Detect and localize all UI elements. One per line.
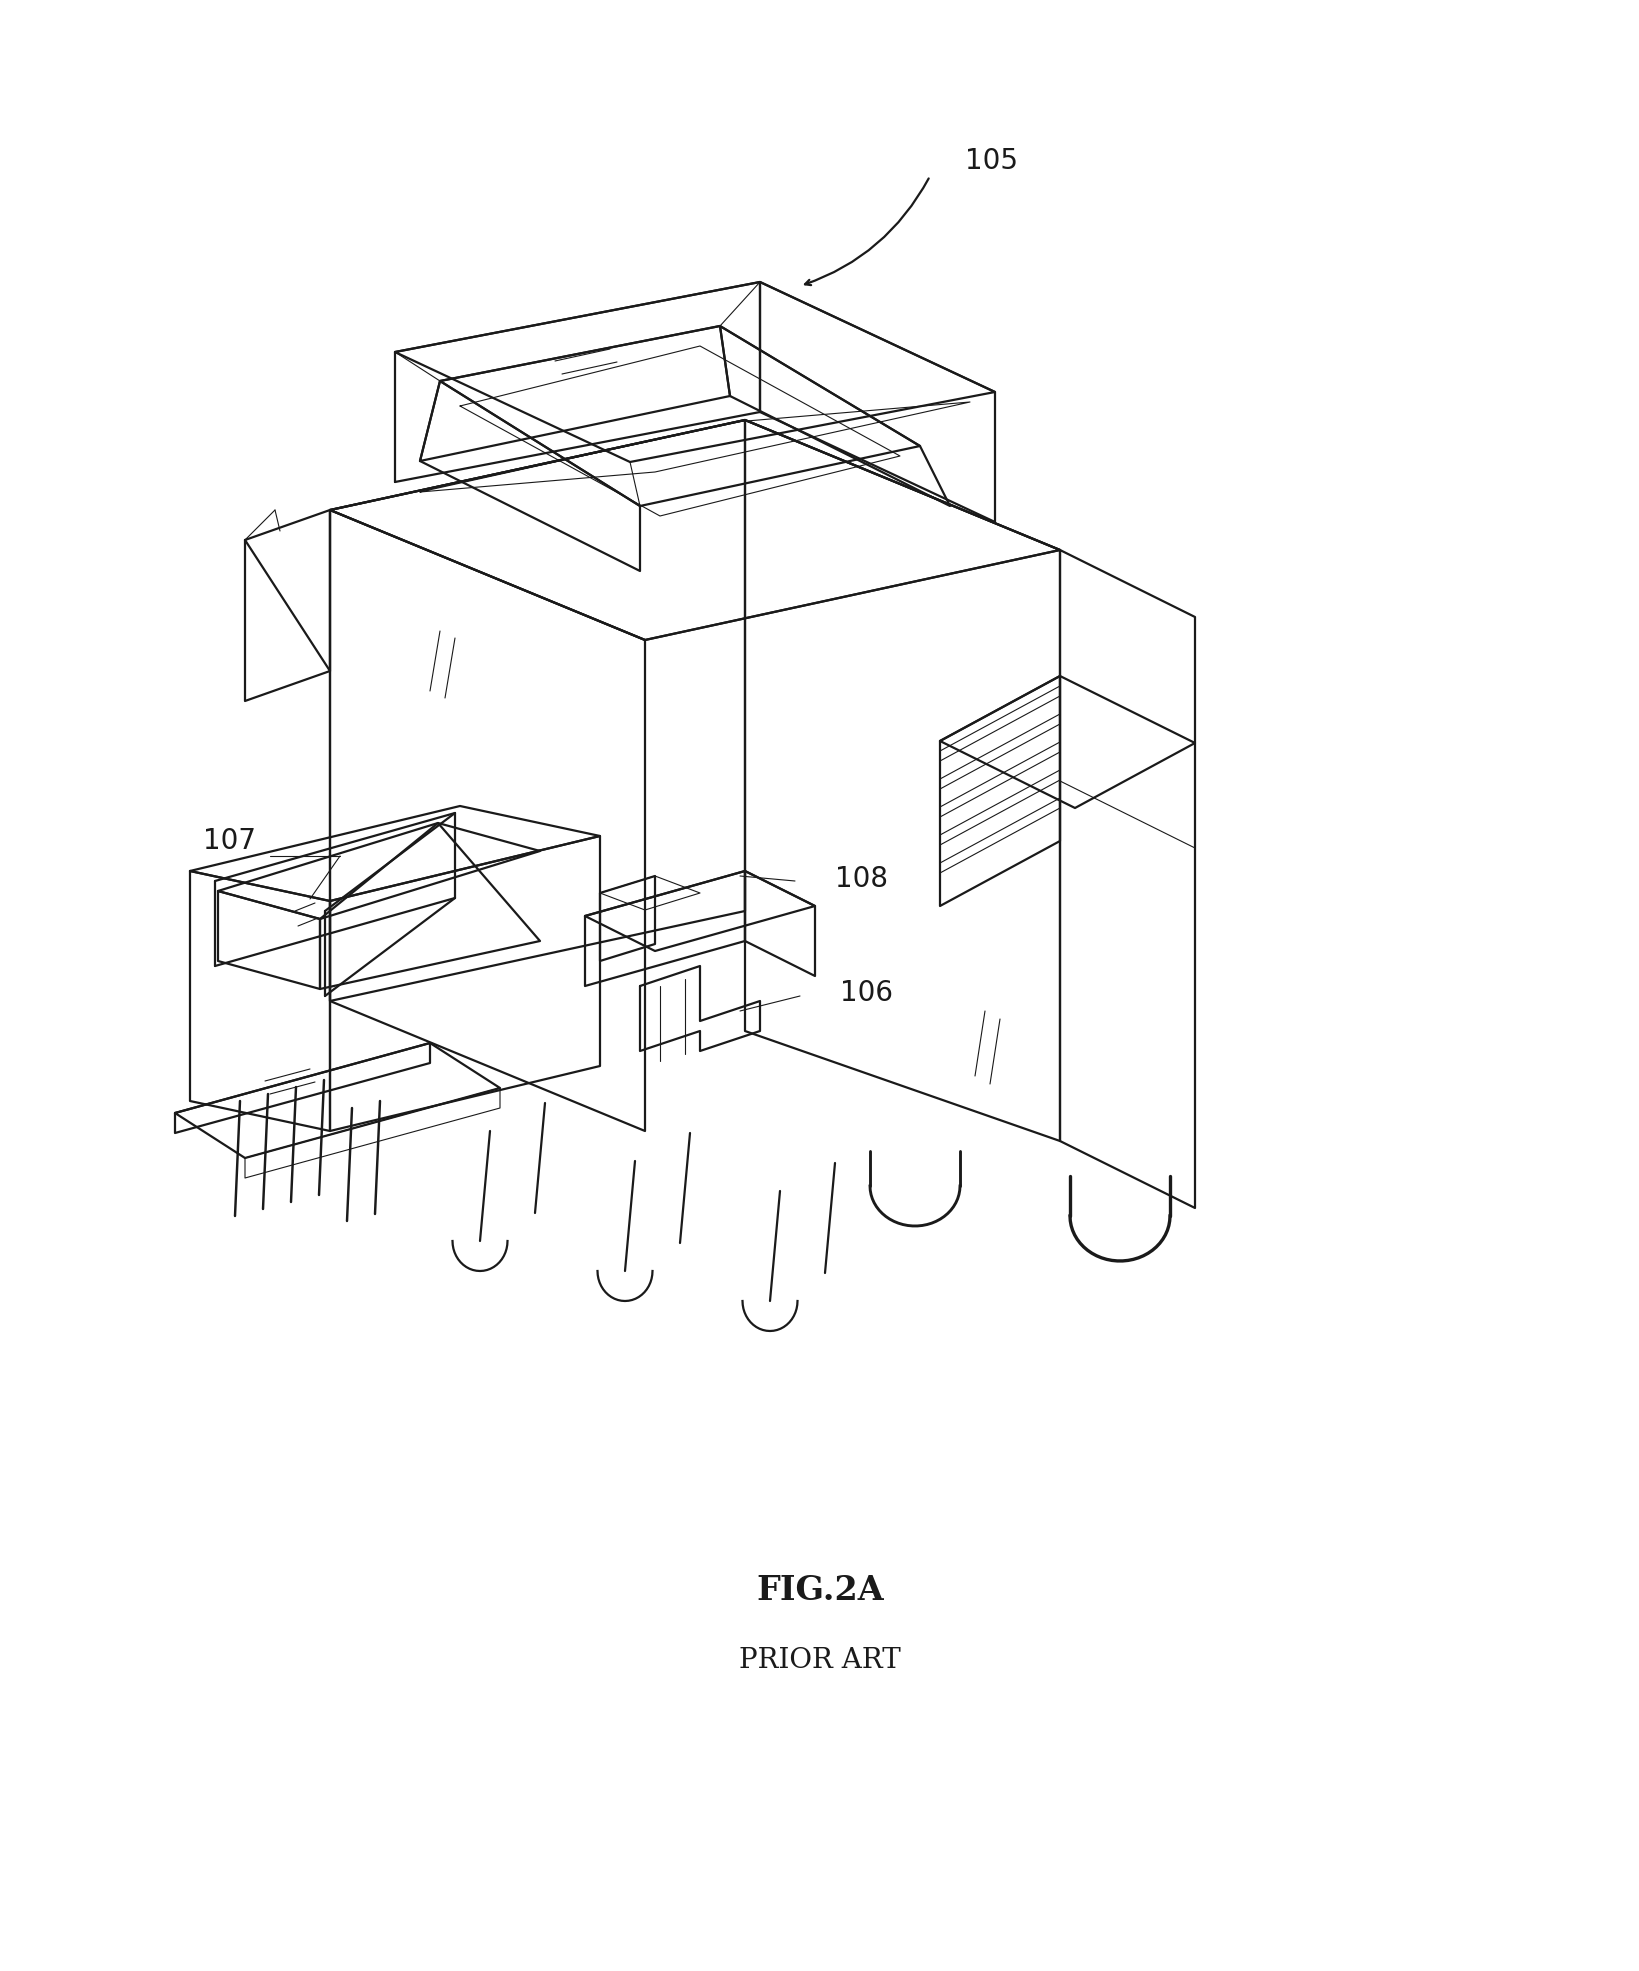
Text: FIG.2A: FIG.2A (756, 1575, 883, 1608)
Text: 108: 108 (834, 865, 888, 893)
Text: 106: 106 (841, 980, 893, 1007)
Text: PRIOR ART: PRIOR ART (739, 1648, 901, 1675)
Text: 105: 105 (965, 148, 1018, 175)
Text: 107: 107 (203, 828, 256, 855)
